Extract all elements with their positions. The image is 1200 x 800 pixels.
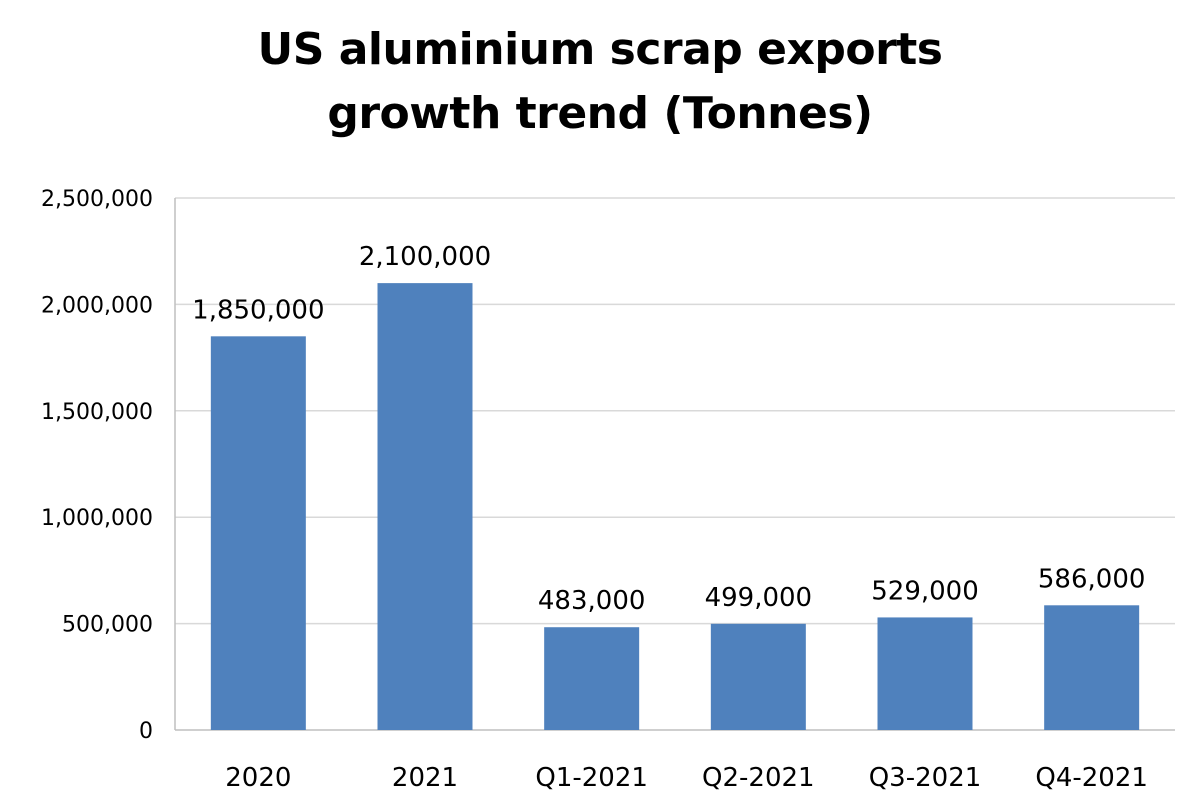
x-tick-label: Q1-2021 xyxy=(535,763,648,793)
chart-title: US aluminium scrap exports growth trend … xyxy=(0,18,1200,146)
gridlines xyxy=(175,197,1175,625)
data-label: 529,000 xyxy=(871,576,979,606)
y-tick-label: 2,000,000 xyxy=(41,293,153,318)
data-labels: 1,850,000 2,100,000 483,000 499,000 529,000 5… xyxy=(192,242,1145,616)
y-tick-label: 2,500,000 xyxy=(41,187,153,212)
data-label: 586,000 xyxy=(1038,564,1146,594)
data-label: 2,100,000 xyxy=(359,242,491,272)
y-tick-label: 1,000,000 xyxy=(41,506,153,531)
chart-title-line-2: growth trend (Tonnes) xyxy=(327,88,873,139)
data-label: 483,000 xyxy=(538,586,646,616)
bar-q4-2021 xyxy=(1044,605,1140,730)
y-tick-label: 0 xyxy=(139,719,153,744)
x-tick-label: Q3-2021 xyxy=(869,763,982,793)
x-tick-label: 2020 xyxy=(225,763,291,793)
data-label: 499,000 xyxy=(705,583,813,613)
x-axis-ticks: 2020 2021 Q1-2021 Q2-2021 Q3-2021 Q4-2021 xyxy=(225,763,1148,793)
bar-2020 xyxy=(210,336,306,730)
axes xyxy=(174,198,1175,731)
bars xyxy=(210,283,1140,730)
y-tick-label: 500,000 xyxy=(62,613,153,638)
bar-q3-2021 xyxy=(877,617,973,730)
bar-q2-2021 xyxy=(710,623,806,730)
bar-2021 xyxy=(377,283,473,730)
data-label: 1,850,000 xyxy=(192,295,324,325)
y-axis-ticks: 0 500,000 1,000,000 1,500,000 2,000,000 2,500… xyxy=(41,187,153,744)
bar-q1-2021 xyxy=(544,627,640,730)
x-tick-label: 2021 xyxy=(392,763,458,793)
y-tick-label: 1,500,000 xyxy=(41,400,153,425)
x-tick-label: Q2-2021 xyxy=(702,763,815,793)
chart-title-line-1: US aluminium scrap exports xyxy=(257,24,943,75)
x-tick-label: Q4-2021 xyxy=(1035,763,1148,793)
